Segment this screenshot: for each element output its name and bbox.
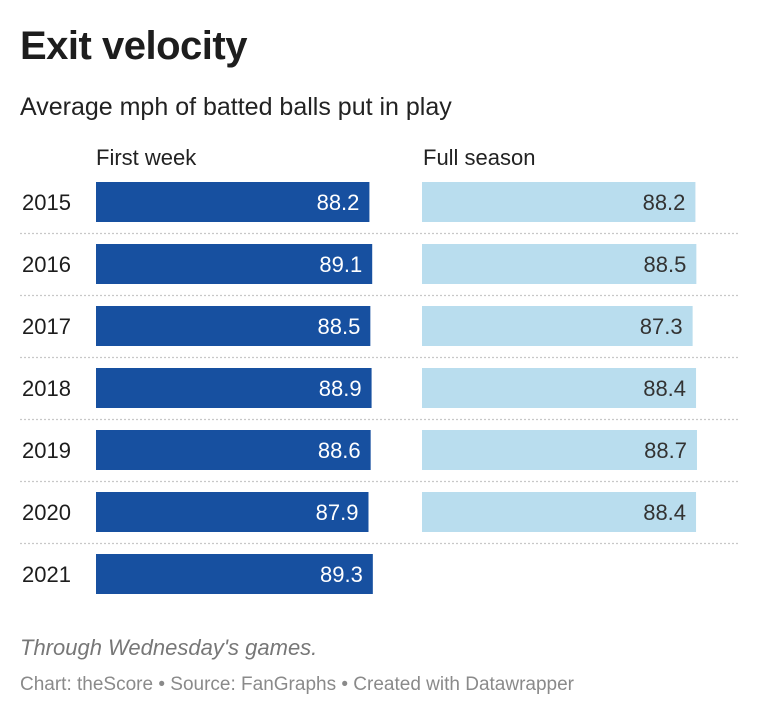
chart-subtitle: Average mph of batted balls put in play [20, 93, 452, 121]
bar-full-season [422, 492, 697, 532]
value-label-first-week: 88.9 [319, 376, 362, 401]
bar-full-season [422, 306, 693, 346]
value-label-first-week: 88.6 [318, 438, 361, 463]
year-label: 2019 [22, 438, 71, 463]
bar-full-season [422, 244, 697, 284]
value-label-full-season: 87.3 [640, 314, 683, 339]
column-header-full-season: Full season [423, 145, 536, 170]
bar-first-week [96, 492, 369, 532]
year-label: 2018 [22, 376, 71, 401]
bar-first-week [96, 368, 372, 408]
bar-chart: 2015 88.2 88.2 2016 89.1 88.5 2017 88.5 87.3 2018… [20, 182, 738, 594]
year-label: 2015 [22, 190, 71, 215]
value-label-first-week: 87.9 [316, 500, 359, 525]
bar-full-season [422, 182, 696, 222]
chart-note: Through Wednesday's games. [20, 635, 318, 660]
bar-first-week [96, 306, 371, 346]
bar-first-week [96, 182, 370, 222]
value-label-full-season: 88.2 [643, 190, 686, 215]
year-label: 2020 [22, 500, 71, 525]
bar-full-season [422, 430, 697, 470]
chart-credit: Chart: theScore • Source: FanGraphs • Cr… [20, 674, 575, 695]
value-label-first-week: 88.5 [318, 314, 361, 339]
bar-full-season [422, 368, 697, 408]
value-label-first-week: 88.2 [317, 190, 360, 215]
year-label: 2021 [22, 562, 71, 587]
value-label-full-season: 88.5 [644, 252, 687, 277]
bar-first-week [96, 244, 373, 284]
value-label-first-week: 89.3 [320, 562, 363, 587]
year-label: 2016 [22, 252, 71, 277]
value-label-full-season: 88.4 [643, 376, 686, 401]
value-label-full-season: 88.7 [644, 438, 687, 463]
value-label-first-week: 89.1 [319, 252, 362, 277]
year-label: 2017 [22, 314, 71, 339]
bar-first-week [96, 430, 371, 470]
value-label-full-season: 88.4 [643, 500, 686, 525]
bar-first-week [96, 554, 373, 594]
column-header-first-week: First week [96, 145, 197, 170]
chart-title: Exit velocity [20, 24, 247, 68]
